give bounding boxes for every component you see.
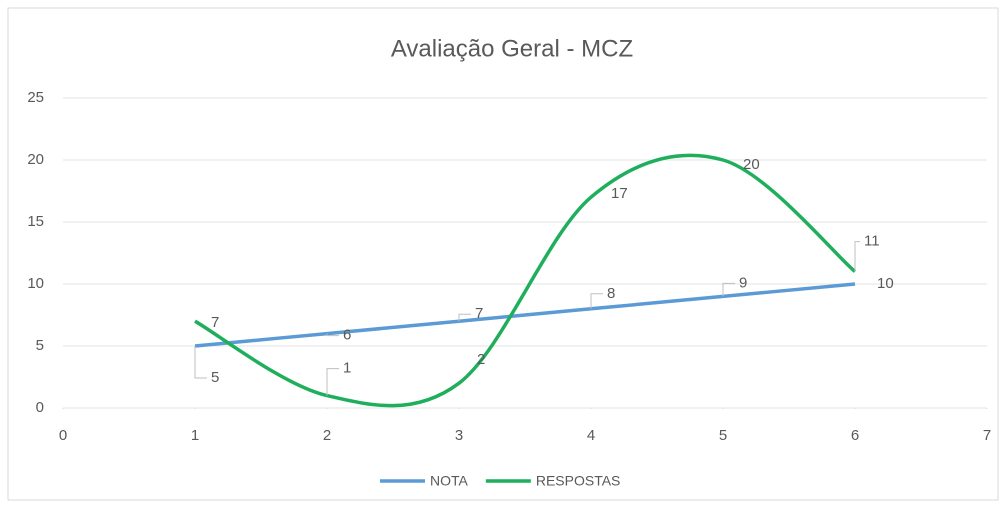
data-label: 17 bbox=[611, 185, 628, 202]
data-label: 9 bbox=[739, 274, 747, 291]
y-tick-label: 25 bbox=[27, 89, 44, 106]
data-label: 5 bbox=[211, 369, 219, 386]
legend-label: RESPOSTAS bbox=[536, 473, 621, 489]
label-leader bbox=[854, 241, 860, 272]
y-tick-label: 10 bbox=[27, 275, 44, 292]
x-tick-label: 1 bbox=[191, 427, 199, 444]
x-tick-label: 4 bbox=[587, 427, 595, 444]
x-tick-label: 3 bbox=[455, 427, 463, 444]
y-tick-label: 0 bbox=[36, 399, 44, 416]
data-label: 7 bbox=[211, 314, 219, 331]
y-tick-label: 15 bbox=[27, 213, 44, 230]
x-tick-label: 5 bbox=[719, 427, 727, 444]
y-tick-label: 5 bbox=[36, 337, 44, 354]
x-tick-label: 6 bbox=[851, 427, 859, 444]
data-label: 7 bbox=[475, 305, 483, 322]
data-label: 20 bbox=[743, 156, 760, 173]
label-leader bbox=[326, 368, 339, 396]
x-tick-label: 7 bbox=[983, 427, 991, 444]
data-label: 11 bbox=[864, 233, 880, 250]
label-leader bbox=[590, 293, 603, 309]
data-label: 2 bbox=[477, 351, 485, 368]
label-leader bbox=[194, 346, 207, 379]
label-leader bbox=[722, 282, 735, 297]
x-tick-label: 0 bbox=[59, 427, 67, 444]
y-tick-label: 20 bbox=[27, 151, 44, 168]
data-label: 8 bbox=[607, 285, 615, 302]
chart-title: Avaliação Geral - MCZ bbox=[391, 35, 633, 62]
series-line bbox=[194, 153, 857, 408]
data-label: 1 bbox=[343, 360, 351, 377]
x-tick-label: 2 bbox=[323, 427, 331, 444]
data-label: 6 bbox=[343, 327, 351, 344]
label-leader bbox=[458, 313, 471, 322]
chart-frame bbox=[7, 7, 999, 501]
data-label: 10 bbox=[877, 275, 894, 292]
label-leader bbox=[326, 333, 339, 337]
legend-label: NOTA bbox=[430, 473, 469, 489]
series-line bbox=[194, 282, 856, 348]
